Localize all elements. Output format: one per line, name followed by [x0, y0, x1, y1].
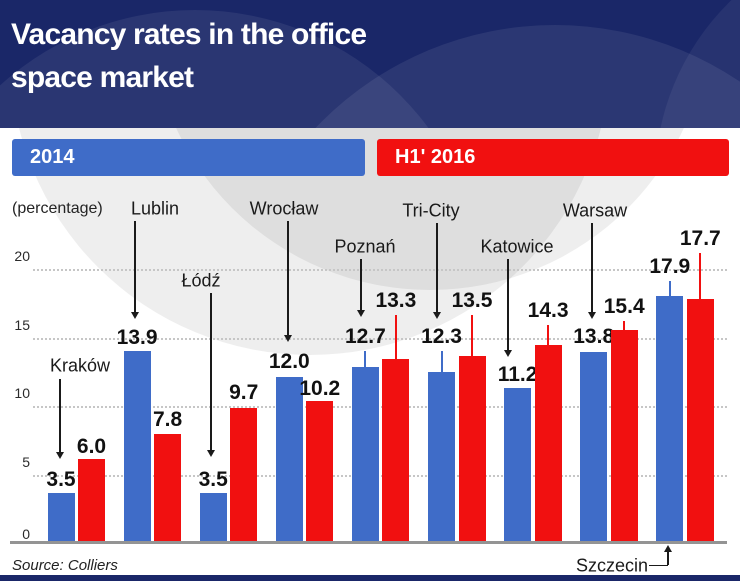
city-label-tri-city: Tri-City	[402, 200, 460, 221]
city-arrow-szczecin-hline	[649, 564, 668, 566]
antenna-2014-szczecin	[668, 280, 671, 296]
footer-strip	[0, 575, 740, 581]
city-arrow-katowice-line	[507, 259, 509, 350]
bar-h1-2016-warsaw	[610, 330, 638, 541]
city-arrow-wroclaw-line	[287, 221, 289, 335]
city-arrow-krakow-line	[59, 379, 61, 452]
bar-h1-2016-szczecin	[686, 298, 714, 541]
chart-title: Vacancy rates in the office space market	[11, 13, 367, 99]
city-arrow-tri-city-line	[436, 223, 438, 312]
antenna-2014-poznan	[364, 351, 367, 367]
bar-h1-2016-poznan	[382, 358, 410, 541]
legend-label-h1-2016: H1' 2016	[395, 146, 476, 168]
tick-label-0: 0	[22, 526, 30, 542]
value-2014-katowice: 11.2	[497, 362, 538, 386]
city-arrow-szczecin-head	[663, 545, 672, 552]
value-2014-szczecin: 17.9	[649, 254, 691, 278]
antenna-h1-2016-katowice	[547, 325, 550, 346]
bar-h1-2016-wroclaw	[306, 401, 334, 541]
city-arrow-lublin-line	[134, 221, 136, 312]
chart-title-line2: space market	[11, 61, 194, 94]
city-arrow-lodz-line	[210, 293, 212, 450]
city-arrow-szczecin-vline	[667, 551, 669, 565]
antenna-h1-2016-szczecin	[699, 252, 702, 299]
value-h1-2016-lodz: 9.7	[229, 381, 259, 405]
city-label-lublin: Lublin	[130, 198, 180, 219]
bar-2014-krakow	[47, 493, 75, 541]
gridline-10	[33, 406, 727, 408]
city-label-warsaw: Warsaw	[562, 200, 628, 221]
x-axis-line	[10, 541, 727, 544]
antenna-h1-2016-poznan	[394, 314, 397, 359]
gridline-15	[33, 337, 727, 340]
legend-item-2014: 2014	[12, 139, 365, 176]
city-label-poznan: Poznań	[334, 236, 396, 257]
value-h1-2016-wroclaw: 10.2	[299, 377, 341, 401]
tick-label-20: 20	[14, 248, 30, 264]
bar-2014-lublin	[123, 350, 151, 541]
value-2014-warsaw: 13.8	[573, 324, 615, 348]
city-arrow-wroclaw-head	[284, 335, 292, 342]
value-2014-krakow: 3.5	[46, 468, 76, 492]
city-arrow-krakow-head	[56, 452, 64, 459]
city-label-krakow: Kraków	[49, 355, 111, 376]
city-arrow-lublin-head	[131, 312, 139, 319]
city-arrow-lodz-head	[207, 450, 215, 457]
city-arrow-warsaw-line	[591, 223, 593, 312]
value-h1-2016-lublin: 7.8	[152, 408, 183, 432]
legend-label-2014: 2014	[30, 146, 75, 168]
chart-title-line1: Vacancy rates in the office	[11, 18, 367, 51]
tick-label-15: 15	[14, 316, 30, 333]
gridline-5	[33, 474, 727, 477]
source-credit: Source: Colliers	[12, 557, 118, 574]
gridline-20	[33, 269, 727, 271]
value-h1-2016-warsaw: 15.4	[603, 295, 645, 319]
value-h1-2016-szczecin: 17.7	[679, 226, 721, 250]
bar-h1-2016-lodz	[230, 408, 258, 541]
value-2014-tri-city: 12.3	[421, 325, 462, 349]
city-arrow-katowice-head	[504, 350, 512, 357]
antenna-h1-2016-tri-city	[471, 315, 473, 357]
bar-h1-2016-katowice	[534, 345, 562, 541]
value-h1-2016-tri-city: 13.5	[451, 289, 493, 313]
legend-item-h1-2016: H1' 2016	[377, 139, 729, 176]
bar-2014-lodz	[199, 493, 227, 541]
antenna-h1-2016-warsaw	[623, 321, 626, 331]
city-arrow-poznan-line	[360, 259, 362, 310]
city-arrow-poznan-head	[357, 310, 365, 317]
bar-h1-2016-krakow	[78, 458, 105, 541]
city-label-lodz: Łódź	[181, 270, 221, 291]
bar-h1-2016-lublin	[154, 434, 182, 541]
antenna-2014-tri-city	[440, 351, 443, 373]
city-arrow-tri-city-head	[433, 312, 441, 319]
value-2014-poznan: 12.7	[344, 325, 386, 348]
city-label-wroclaw: Wrocław	[249, 198, 319, 219]
city-arrow-warsaw-head	[588, 312, 596, 319]
tick-label-10: 10	[14, 385, 30, 401]
value-h1-2016-katowice: 14.3	[527, 299, 569, 323]
bar-2014-szczecin	[656, 295, 684, 541]
value-2014-lublin: 13.9	[116, 325, 158, 349]
axis-unit-label: (percentage)	[12, 200, 103, 217]
city-label-katowice: Katowice	[480, 236, 554, 257]
value-2014-wroclaw: 12.0	[268, 349, 310, 373]
tick-label-5: 5	[22, 453, 30, 470]
bar-2014-warsaw	[580, 351, 608, 541]
bar-2014-katowice	[504, 387, 532, 541]
bar-2014-poznan	[351, 367, 379, 541]
chart-header: Vacancy rates in the office space market	[0, 0, 740, 128]
bar-h1-2016-tri-city	[458, 356, 486, 541]
value-h1-2016-poznan: 13.3	[375, 288, 417, 312]
value-2014-lodz: 3.5	[198, 468, 228, 492]
bar-2014-wroclaw	[275, 376, 303, 541]
value-h1-2016-krakow: 6.0	[76, 434, 107, 458]
city-label-szczecin: Szczecin	[575, 555, 649, 576]
bar-2014-tri-city	[428, 372, 455, 541]
